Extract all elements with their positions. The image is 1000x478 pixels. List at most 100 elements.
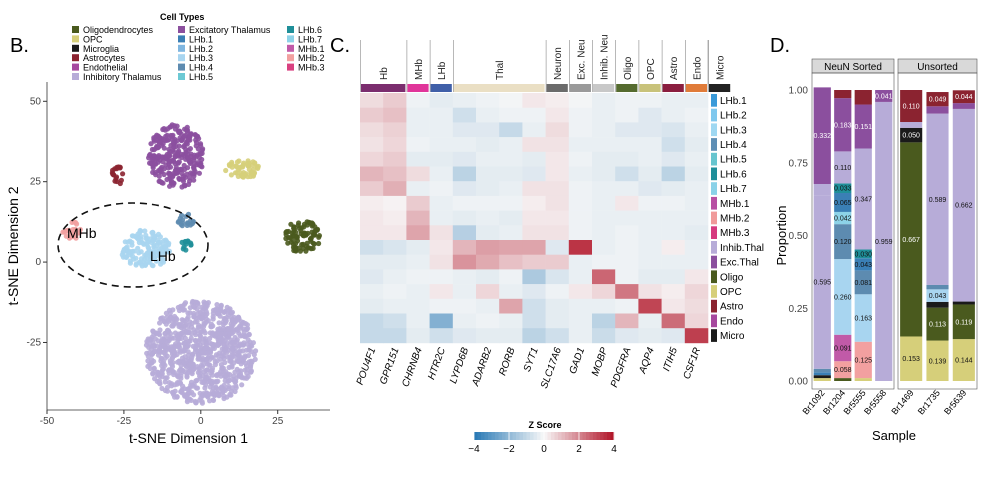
heatmap-cell <box>452 254 477 270</box>
row-label: LHb.4 <box>720 140 747 151</box>
colorbar-step <box>512 432 517 440</box>
heatmap-cell <box>522 151 546 167</box>
scatter-point <box>209 367 215 373</box>
legend-swatch <box>72 26 79 33</box>
column-group-label: Hb <box>379 67 390 80</box>
facet-frame <box>811 72 895 390</box>
heatmap-cell <box>545 195 570 211</box>
scatter-point <box>216 320 222 326</box>
scatter-point <box>219 387 226 393</box>
scatter-point <box>181 133 187 139</box>
scatter-point <box>215 342 221 349</box>
scatter-point <box>64 227 71 233</box>
heatmap-cell <box>383 93 407 108</box>
scatter-point <box>194 364 200 370</box>
scatter-point <box>152 161 158 167</box>
colorbar-step <box>474 432 478 440</box>
heatmap-cell <box>476 137 500 153</box>
scatter-point <box>222 347 228 353</box>
marker-heatmap: Hb MHb LHb Thal Neuron Exc. Neu Inhib. Neu Olig… <box>355 34 764 390</box>
scatter-point <box>160 126 166 133</box>
bar-segment <box>834 193 852 212</box>
heatmap-cell <box>499 181 523 197</box>
scatter-point <box>153 134 159 140</box>
scatter-point <box>144 350 150 356</box>
heatmap-cell <box>429 269 454 285</box>
scatter-point <box>213 384 219 390</box>
scatter-point <box>188 151 194 157</box>
scatter-point <box>184 151 190 157</box>
legend-swatch <box>178 26 185 33</box>
scatter-point <box>185 386 191 392</box>
legend-swatch <box>178 63 185 71</box>
scatter-point <box>195 310 201 316</box>
scatter-point <box>155 154 161 160</box>
y-axis-title: t-SNE Dimension 2 <box>5 186 21 305</box>
heatmap-cell <box>615 166 639 182</box>
scatter-point <box>199 400 205 406</box>
scatter-point <box>211 345 217 351</box>
scatter-point <box>194 299 200 305</box>
heatmap-cell <box>360 254 384 270</box>
scatter-point <box>159 385 165 392</box>
colorbar-step <box>544 432 548 440</box>
bar-segment <box>854 249 872 259</box>
heatmap-cell <box>568 93 593 108</box>
heatmap-cell <box>638 166 662 182</box>
heatmap-cell <box>452 137 477 153</box>
legend-swatch <box>178 44 185 52</box>
heatmap-cell <box>615 328 639 344</box>
scatter-point <box>142 228 148 234</box>
bar-value-label: 0.119 <box>955 319 972 326</box>
heatmap-cell <box>684 298 709 314</box>
bar-segment <box>952 103 975 109</box>
heatmap-cell <box>615 254 639 270</box>
heatmap-cell <box>452 151 477 167</box>
heatmap-cell <box>592 240 616 255</box>
heatmap-cell <box>661 151 686 167</box>
column-group-label: Inhib. Neu <box>600 34 611 80</box>
heatmap-cell <box>476 269 500 285</box>
bar-value-label: 0.260 <box>834 294 852 301</box>
gene-label: RORB <box>497 346 517 377</box>
y-tick-label: 0 <box>35 257 41 268</box>
y-tick-label: -25 <box>27 337 42 348</box>
scatter-point <box>248 358 254 364</box>
heatmap-cell <box>499 298 523 314</box>
scatter-point <box>190 361 196 368</box>
scatter-point <box>182 318 188 325</box>
scatter-point <box>200 315 206 321</box>
legend-label: Astrocytes <box>83 53 126 63</box>
bar-segment <box>813 87 831 184</box>
scatter-point <box>191 382 197 388</box>
bar-value-label: 0.139 <box>929 358 947 365</box>
scatter-point <box>146 245 152 252</box>
bar-segment <box>854 258 872 271</box>
heatmap-cell <box>545 328 570 344</box>
heatmap-panel: C. Hb MHb LHb Thal Neuron Exc. Neu Inhib. Neu O… <box>330 34 764 455</box>
heatmap-cell <box>383 151 407 167</box>
heatmap-cell <box>429 166 454 182</box>
heatmap-cell <box>383 269 407 285</box>
heatmap-cell <box>452 269 477 285</box>
colorbar-step <box>579 432 583 440</box>
scatter-point <box>207 398 213 404</box>
heatmap-cell <box>661 195 686 211</box>
scatter-point <box>178 389 184 395</box>
proportion-bars: Proportion 0.00 0.25 0.50 0.75 1.00 NeuN Sorte… <box>774 58 978 443</box>
column-group-label: MHb <box>414 58 425 80</box>
heatmap-cell <box>499 195 523 211</box>
scatter-point <box>165 126 171 132</box>
legend-swatch <box>287 35 294 43</box>
scatter-point <box>176 368 182 374</box>
legend-label: Inhibitory Thalamus <box>83 72 162 82</box>
scatter-point <box>163 347 169 353</box>
heatmap-cell <box>684 284 709 300</box>
row-label: Micro <box>720 331 745 342</box>
heatmap-cell <box>568 284 593 300</box>
scatter-point <box>164 375 170 381</box>
heatmap-cell <box>615 122 639 138</box>
heatmap-cell <box>499 269 523 285</box>
scatter-point <box>243 360 249 366</box>
bar-segment <box>854 90 872 105</box>
